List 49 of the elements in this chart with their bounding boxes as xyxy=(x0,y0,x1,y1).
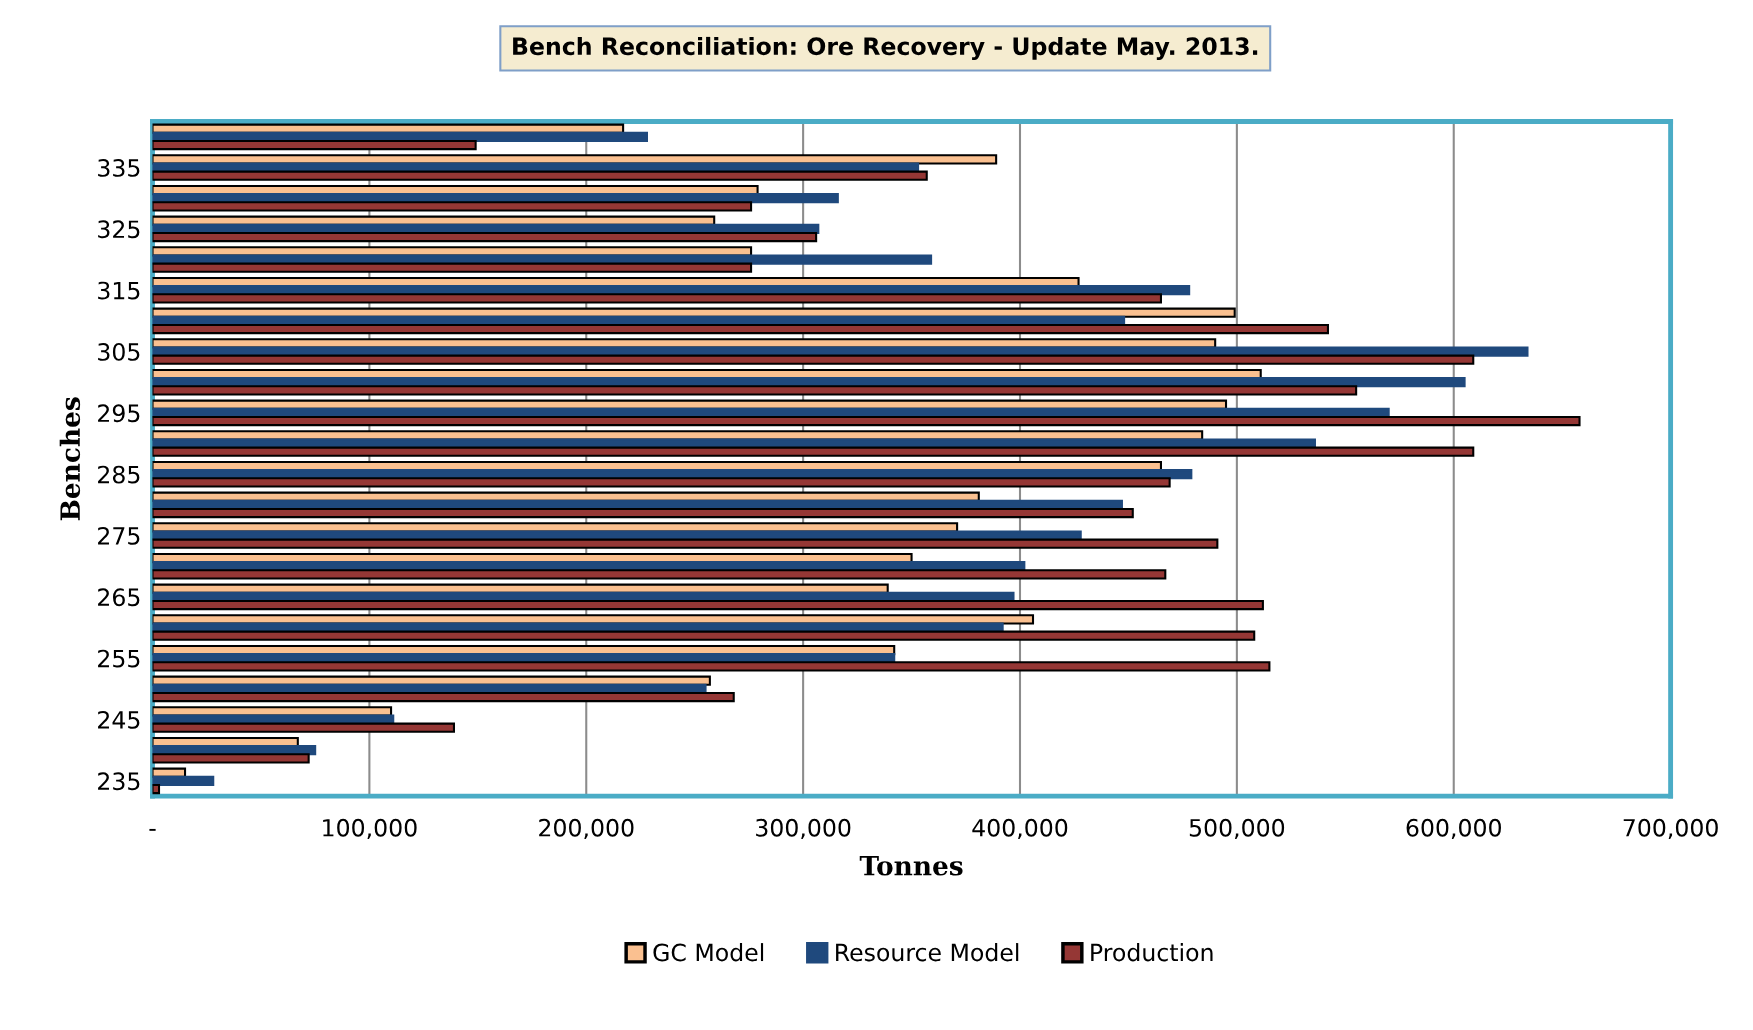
bar xyxy=(152,477,1171,488)
x-tick-label: 700,000 xyxy=(1623,818,1718,840)
bar xyxy=(152,661,1271,672)
bar xyxy=(152,170,928,181)
bar xyxy=(152,323,1329,335)
y-tick-label: 325 xyxy=(98,220,140,239)
bar xyxy=(152,569,1167,580)
x-tick-label: 100,000 xyxy=(323,818,417,840)
y-axis-title: Benches xyxy=(59,397,81,521)
x-tick-label: 300,000 xyxy=(756,818,851,840)
bar xyxy=(152,254,933,265)
bar xyxy=(152,139,477,151)
bar xyxy=(152,201,753,212)
bar xyxy=(152,293,1162,304)
bar xyxy=(152,599,1264,611)
bar xyxy=(152,691,735,703)
x-tick-label: - xyxy=(149,828,156,831)
y-tick-label: 255 xyxy=(98,649,140,668)
bar xyxy=(152,630,1256,641)
y-tick-label: 285 xyxy=(98,465,140,484)
bar xyxy=(152,385,1358,396)
y-tick-label: 305 xyxy=(98,342,140,361)
chart-title: Bench Reconciliation: Ore Recovery - Update May. 2013. xyxy=(513,36,1258,60)
bar xyxy=(152,722,455,733)
bar xyxy=(152,231,818,243)
y-tick-label: 295 xyxy=(98,404,140,423)
bar xyxy=(152,415,1581,427)
y-tick-label: 275 xyxy=(98,526,140,545)
bar xyxy=(152,446,1475,457)
legend-label: Production xyxy=(1091,943,1213,962)
y-tick-label: 315 xyxy=(98,281,140,300)
x-tick-label: 600,000 xyxy=(1406,818,1501,840)
bar xyxy=(152,753,310,764)
bar xyxy=(152,507,1134,519)
bar xyxy=(152,262,753,273)
legend-label: GC Model xyxy=(653,943,764,962)
bar xyxy=(152,354,1475,365)
y-tick-label: 265 xyxy=(98,588,140,607)
x-axis-title: Tonnes xyxy=(859,855,963,876)
legend-label: Resource Model xyxy=(836,943,1019,962)
bar xyxy=(152,783,161,795)
bar xyxy=(152,775,215,786)
bar xyxy=(152,538,1219,549)
x-tick-label: 500,000 xyxy=(1189,818,1285,840)
x-tick-label: 400,000 xyxy=(972,818,1068,840)
y-tick-label: 245 xyxy=(98,710,140,729)
y-tick-label: 235 xyxy=(98,772,140,791)
y-tick-label: 335 xyxy=(98,158,140,177)
x-tick-label: 200,000 xyxy=(539,818,634,840)
